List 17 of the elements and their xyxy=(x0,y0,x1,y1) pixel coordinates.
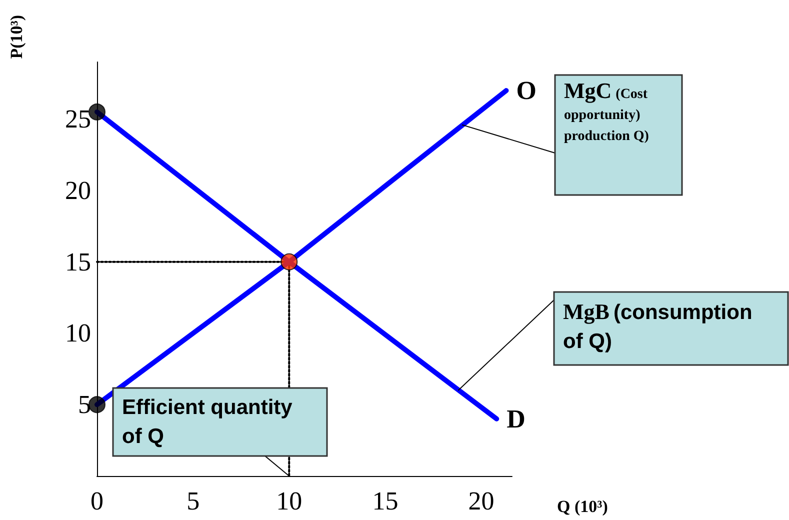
annotation: MgC (Cost opportunity) production Q) xyxy=(564,78,649,144)
x-tick-label: 20 xyxy=(468,486,494,516)
y-tick-label: 5 xyxy=(78,390,91,420)
annotation: Efficient quantity of Q xyxy=(122,396,292,448)
x-tick-label: 15 xyxy=(372,486,398,516)
series-label: D xyxy=(506,404,526,434)
x-axis-title: Q (10³) xyxy=(557,497,608,516)
y-tick-label: 20 xyxy=(65,176,91,205)
x-tick-label: 5 xyxy=(186,486,200,516)
y-axis-title: P(10³) xyxy=(7,14,26,59)
y-tick-label: 25 xyxy=(65,104,91,134)
series-label: O xyxy=(516,76,536,106)
y-tick-label: 15 xyxy=(65,247,91,276)
x-tick-label: 0 xyxy=(90,486,104,516)
x-tick-label: 10 xyxy=(276,486,302,516)
annotation: MgB (consumption of Q) xyxy=(563,299,752,353)
y-tick-label: 10 xyxy=(65,318,91,348)
